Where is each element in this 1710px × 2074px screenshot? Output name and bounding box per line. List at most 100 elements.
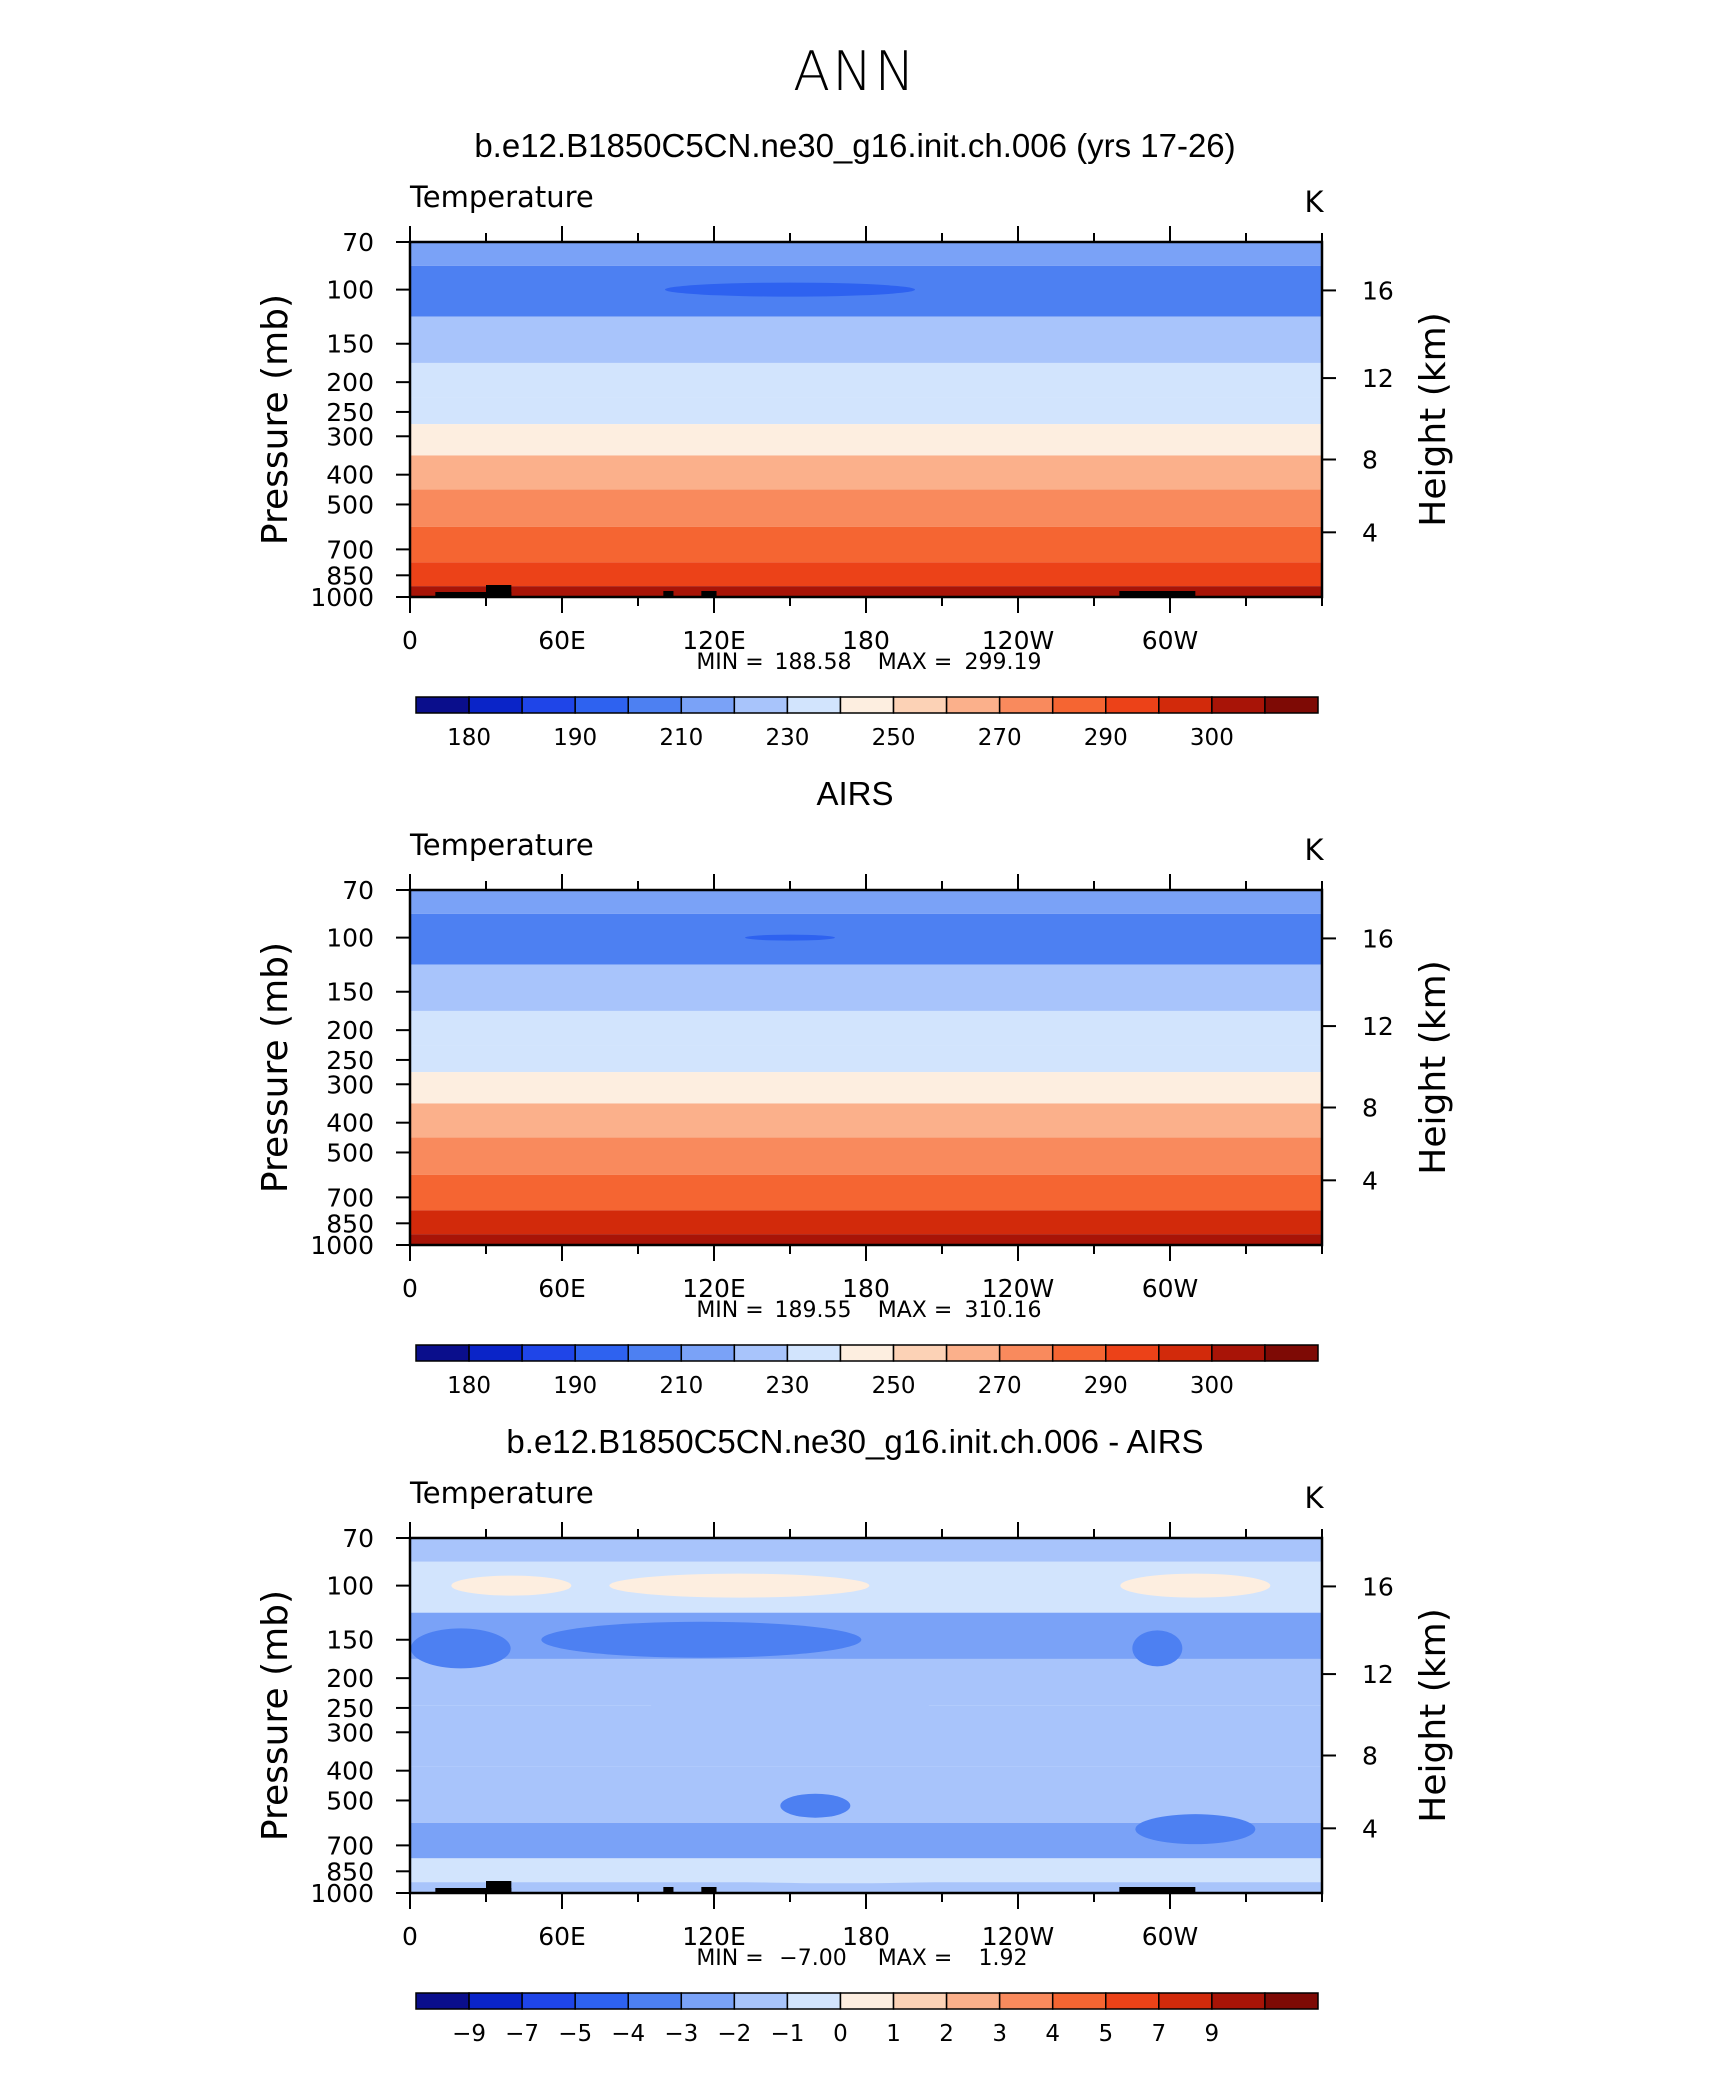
colorbar-swatch [1105,696,1160,714]
colorbar-label: −7 [505,2021,539,2047]
panel-left-label: Temperature [409,180,594,214]
colorbar-swatch [1158,696,1213,714]
y-tick-right-label: 4 [1362,518,1378,547]
y-axis-label: Pressure (mb) [255,294,296,545]
colorbar-label: 270 [978,725,1022,751]
stat-min-label: MIN = [696,650,763,675]
colorbar-label: 290 [1084,725,1128,751]
colorbar-label: 250 [872,725,916,751]
difference-contour [609,1573,870,1598]
stat-min-label: MIN = [696,1298,763,1323]
panel-left-label: Temperature [409,1476,594,1510]
stat-max-value: 1.92 [979,1946,1028,1971]
panel-title: b.e12.B1850C5CN.ne30_g16.init.ch.006 (yr… [474,127,1235,164]
colorbar-label: 210 [659,725,703,751]
colorbar-swatch [468,696,523,714]
topography-mask [663,591,674,597]
y-tick-right-label: 12 [1362,364,1394,393]
tropopause-cold-core [665,282,915,297]
contour-band [410,316,1322,363]
contour-band [410,586,1322,597]
x-tick-label: 0 [402,1274,418,1303]
colorbar-label: −1 [770,2021,804,2047]
y-tick-label: 250 [326,1046,374,1075]
colorbar-swatch [415,1344,470,1362]
y-tick-right-label: 12 [1362,1012,1394,1041]
y-tick-label: 250 [326,398,374,427]
y-tick-label: 1000 [310,1879,374,1908]
contour-band [410,362,1322,398]
panel-left-label: Temperature [409,828,594,862]
stat-max-label: MAX = [878,1298,953,1323]
colorbar-label: 2 [939,2021,954,2047]
y-tick-right-label: 8 [1362,1741,1378,1770]
difference-contour [630,1859,1051,1884]
y-tick-label: 500 [326,1786,374,1815]
contour-band [410,1174,1322,1211]
contour-band [410,1137,1322,1175]
topography-mask [435,592,512,597]
y-tick-label: 700 [326,1831,374,1860]
difference-contour [410,1628,511,1669]
x-tick-label: 0 [402,626,418,655]
panel-1: b.e12.B1850C5CN.ne30_g16.init.ch.006 (yr… [255,127,1454,751]
stat-max-label: MAX = [878,650,953,675]
stat-max-value: 299.19 [965,650,1042,675]
contour-band [410,1045,1322,1073]
stat-min-value: 188.58 [775,650,852,675]
y-tick-label: 100 [326,1572,374,1601]
difference-contour [1120,1573,1271,1598]
colorbar-swatch [680,696,736,714]
contour-band [410,1010,1322,1046]
contour-band [410,562,1322,587]
y-tick-right-label: 16 [1362,1572,1394,1601]
y-axis-right-label: Height (km) [1413,312,1454,526]
colorbar-label: 300 [1190,1373,1234,1399]
colorbar-swatch [1264,1344,1319,1362]
colorbar-label: −4 [611,2021,645,2047]
colorbar-swatch [998,1344,1054,1362]
contour-band [410,890,1322,914]
colorbar-label: 270 [978,1373,1022,1399]
y-tick-label: 70 [342,876,374,905]
difference-contour [650,1685,930,1730]
y-tick-label: 200 [326,1664,374,1693]
y-tick-label: 500 [326,490,374,519]
panel-title: AIRS [816,775,893,812]
difference-contour [541,1621,862,1658]
colorbar-label: 300 [1190,725,1234,751]
contour-band [410,397,1322,425]
y-tick-label: 1000 [310,583,374,612]
colorbar-label: 180 [447,1373,491,1399]
colorbar-swatch [892,1344,948,1362]
y-axis-right-label: Height (km) [1413,960,1454,1174]
y-tick-label: 300 [326,422,374,451]
colorbar-label: 190 [553,725,597,751]
colorbar-label: 3 [992,2021,1007,2047]
colorbar-swatch [945,1992,1001,2010]
colorbar-label: 7 [1152,2021,1167,2047]
difference-contour [451,1575,572,1596]
colorbar-label: 5 [1098,2021,1113,2047]
x-tick-label: 60E [538,1274,586,1303]
x-tick-label: 120W [982,1922,1054,1951]
figure-title: ANN [793,40,917,103]
y-tick-label: 400 [326,461,374,490]
x-tick-label: 60W [1142,626,1199,655]
x-tick-label: 60E [538,626,586,655]
difference-contour [780,1793,851,1818]
contour-band [410,526,1322,563]
contour-band [410,964,1322,1011]
colorbar-label: 9 [1205,2021,1220,2047]
y-tick-label: 850 [326,1857,374,1886]
y-tick-right-label: 8 [1362,445,1378,474]
stat-min-value: 189.55 [775,1298,852,1323]
colorbar-swatch [680,1992,736,2010]
colorbar-swatch [415,1992,470,2010]
y-tick-label: 200 [326,368,374,397]
colorbar-label: −3 [664,2021,698,2047]
colorbar-label: −2 [717,2021,751,2047]
contour-band [410,1234,1322,1245]
y-tick-label: 150 [326,1626,374,1655]
